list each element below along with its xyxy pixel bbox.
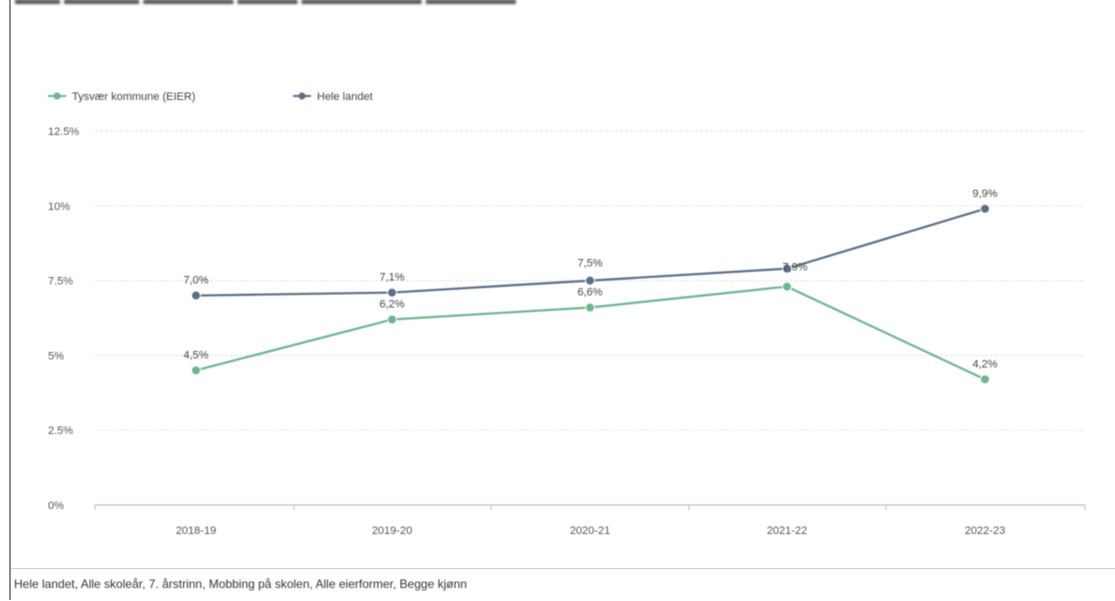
data-label: 6,2% <box>379 298 404 310</box>
legend-swatch-marker <box>298 92 306 100</box>
data-point <box>782 281 792 292</box>
data-label: 4,5% <box>183 349 208 361</box>
data-label: 6,6% <box>577 287 602 299</box>
y-tick-label: 5% <box>48 350 64 362</box>
data-point <box>387 287 397 298</box>
footer-divider <box>11 568 1115 569</box>
data-point <box>387 314 397 325</box>
chart-footnote: Hele landet, Alle skoleår, 7. årstrinn, … <box>14 577 467 591</box>
x-axis: 2018-19 2019-20 2020-21 2021-22 2022-23 <box>94 504 1086 537</box>
legend-entry: Tysvær kommune (EIER) <box>72 91 195 103</box>
y-tick-label: 2.5% <box>48 425 73 437</box>
data-labels: 4,5% 6,2% 6,6% 4,2% 7,0% 7,1% 7,5% 7,9% 9,9% <box>183 188 997 371</box>
data-label: 4,2% <box>972 358 997 370</box>
y-tick-label: 12.5% <box>48 126 79 138</box>
data-point <box>782 263 792 274</box>
data-point <box>980 374 990 385</box>
data-point <box>585 275 595 286</box>
data-label: 7,5% <box>577 258 602 270</box>
x-tick-label: 2022-23 <box>965 525 1005 537</box>
x-tick-label: 2019-20 <box>372 525 412 537</box>
data-point <box>191 290 201 301</box>
series-points <box>191 203 990 385</box>
series-line <box>194 285 987 381</box>
x-tick-label: 2021-22 <box>767 525 807 537</box>
data-point <box>585 302 595 313</box>
x-tick-label: 2020-21 <box>570 525 610 537</box>
data-point <box>980 203 990 214</box>
legend-swatch-marker <box>53 92 61 100</box>
legend: Tysvær kommune (EIER) Hele landet <box>48 91 373 103</box>
cropped-heading-remnant: ▬▬▬ ▬▬▬▬▬ ▬▬▬▬▬▬ ▬▬▬▬ ▬▬▬▬▬▬▬▬ ▬▬▬▬▬▬ <box>15 0 516 8</box>
legend-entry: Hele landet <box>317 91 373 103</box>
y-axis-tick-labels: 0% 2.5% 5% 7.5% 10% 12.5% <box>48 126 79 512</box>
y-tick-label: 0% <box>48 500 64 512</box>
data-point <box>191 365 201 376</box>
data-label: 9,9% <box>972 188 997 200</box>
panel-left-border <box>9 0 11 600</box>
y-tick-label: 7.5% <box>48 276 73 288</box>
x-tick-label: 2018-19 <box>176 525 216 537</box>
line-chart: Tysvær kommune (EIER) Hele landet 0% 2.5% 5… <box>48 91 1086 537</box>
data-label: 7,9% <box>782 262 807 274</box>
data-label: 7,1% <box>379 272 404 284</box>
data-label: 7,0% <box>183 275 208 287</box>
y-tick-label: 10% <box>48 201 70 213</box>
